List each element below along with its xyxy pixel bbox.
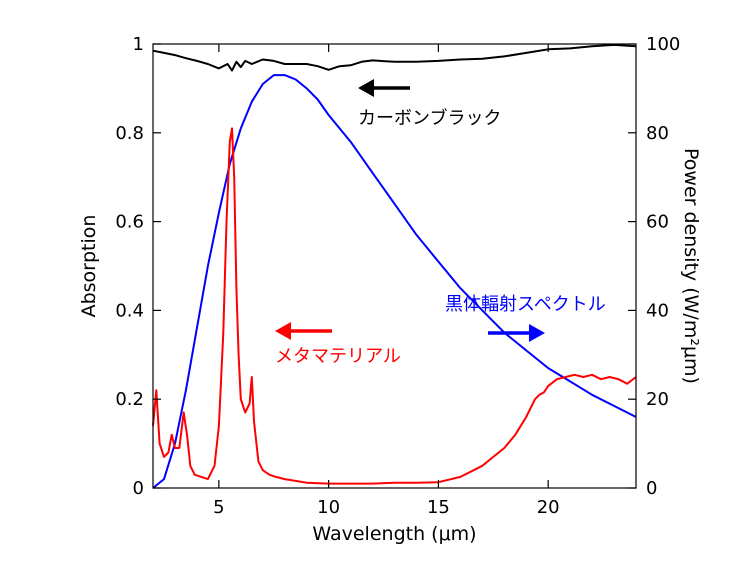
series-line-2 <box>152 127 637 485</box>
y2-tick-label-5: 100 <box>646 34 680 55</box>
x-tick-label-2: 15 <box>427 497 450 518</box>
x-tick-label-1: 10 <box>317 497 340 518</box>
annotation-label-2: メタマテリアル <box>275 346 401 367</box>
annotation-arrow-head-2 <box>275 322 291 340</box>
plot-frame <box>152 43 637 489</box>
y-tick-label-1: 0.2 <box>115 389 144 410</box>
x-tick-label-3: 20 <box>537 497 560 518</box>
y2-tick-label-1: 20 <box>646 389 669 410</box>
y-tick-label-5: 1 <box>133 34 144 55</box>
annotation-arrow-head-1 <box>529 324 545 342</box>
y-tick-label-0: 0 <box>133 478 144 499</box>
y-axis-label-left: Absorption <box>78 215 100 318</box>
x-axis-label: Wavelength (μm) <box>312 523 476 545</box>
y2-tick-label-4: 80 <box>646 123 669 144</box>
x-tick-label-0: 5 <box>213 497 224 518</box>
y-tick-label-4: 0.8 <box>115 123 144 144</box>
y2-tick-label-3: 60 <box>646 212 669 233</box>
annotation-label-1: 黒体輻射スペクトル <box>445 294 606 315</box>
y2-tick-label-2: 40 <box>646 300 669 321</box>
annotation-label-0: カーボンブラック <box>358 107 501 129</box>
y-tick-label-2: 0.4 <box>115 300 144 321</box>
series-line-1 <box>152 74 637 489</box>
y2-tick-label-0: 0 <box>646 478 657 499</box>
series-line-0 <box>152 43 637 72</box>
y-tick-label-3: 0.6 <box>115 212 144 233</box>
plot-lines <box>152 43 637 489</box>
y-axis-label-right: Power density (W/m²μm) <box>680 148 702 384</box>
annotation-arrow-head-0 <box>358 79 374 97</box>
